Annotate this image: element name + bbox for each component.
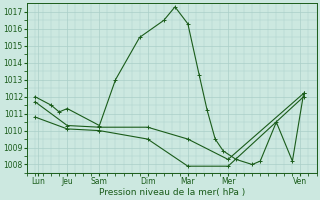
X-axis label: Pression niveau de la mer( hPa ): Pression niveau de la mer( hPa ) xyxy=(99,188,245,197)
